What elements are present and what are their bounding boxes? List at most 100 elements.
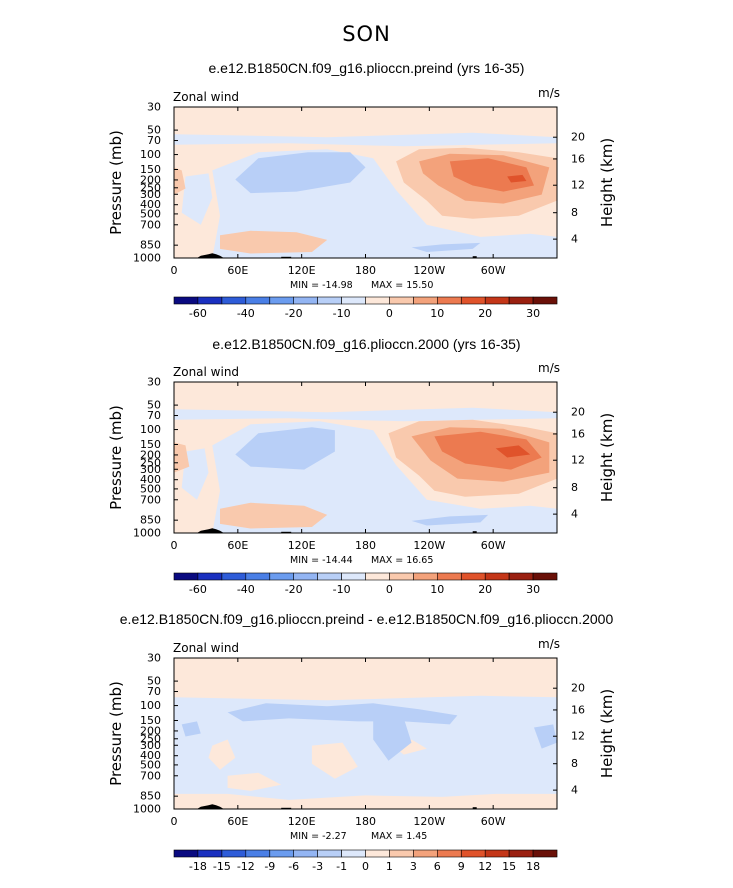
y-tick-label: 50 xyxy=(147,399,161,412)
units-label: m/s xyxy=(538,361,560,375)
y2-tick-label: 8 xyxy=(571,481,578,494)
x-tick-label: 120E xyxy=(288,539,316,552)
topography-mask xyxy=(472,807,477,810)
colorbar-label: 0 xyxy=(386,307,393,320)
y-tick-label: 500 xyxy=(140,758,161,771)
contour-jet-inner xyxy=(434,431,542,470)
y-tick-label: 100 xyxy=(140,423,161,436)
y2-tick-label: 12 xyxy=(571,179,585,192)
y2-tick-label: 20 xyxy=(571,406,585,419)
y2-tick-label: 16 xyxy=(571,152,585,165)
colorbar-label: -15 xyxy=(213,860,231,873)
colorbar-swatch xyxy=(460,572,486,581)
x-tick-label: 120E xyxy=(288,815,316,828)
y-tick-label: 700 xyxy=(140,218,161,231)
colorbar-swatch xyxy=(413,572,438,581)
colorbar-swatch xyxy=(436,296,462,305)
colorbar: -18 -15 -12 -9 -6 -3 -1 0 1 3 6 9 12 15 18 xyxy=(173,849,558,873)
contour-low-level-jet xyxy=(220,230,328,254)
y2-tick-label: 16 xyxy=(571,703,585,716)
contour-negative-band-upper xyxy=(174,407,557,422)
colorbar-swatch xyxy=(269,572,295,581)
colorbar-swatch xyxy=(532,296,558,305)
contour-negative-core xyxy=(235,152,366,194)
colorbar-label: -10 xyxy=(333,583,351,596)
colorbar-swatch xyxy=(317,296,342,305)
colorbar-label: -3 xyxy=(312,860,323,873)
colorbar-label: 1 xyxy=(386,860,393,873)
colorbar-swatch xyxy=(221,849,247,858)
contour-low-negative-cell xyxy=(411,514,489,526)
contour-jet-core xyxy=(495,445,531,458)
x-tick-label: 120W xyxy=(413,815,445,828)
topography-mask xyxy=(197,804,224,809)
colorbar-label: -40 xyxy=(237,583,255,596)
x-tick-label: 60E xyxy=(227,264,248,277)
min-value-text: MIN = -14.44 xyxy=(290,555,353,566)
y-tick-label: 200 xyxy=(140,173,161,186)
y2-tick-label: 4 xyxy=(571,508,578,521)
y-tick-label: 500 xyxy=(140,482,161,495)
y-tick-label: 30 xyxy=(147,101,161,114)
colorbar-swatch xyxy=(293,296,318,305)
min-value-text: MIN = -2.27 xyxy=(290,831,347,842)
y2-tick-label: 8 xyxy=(571,206,578,219)
colorbar-label: -60 xyxy=(189,583,207,596)
max-value-text: MAX = 1.45 xyxy=(371,831,427,842)
colorbar-swatch xyxy=(245,296,271,305)
colorbar-label: -1 xyxy=(336,860,347,873)
colorbar-swatch xyxy=(197,296,223,305)
y-tick-label: 200 xyxy=(140,724,161,737)
colorbar-label: -60 xyxy=(189,307,207,320)
contour-positive-cell-2 xyxy=(227,772,282,791)
y2-tick-label: 4 xyxy=(571,233,578,246)
contour-negative-west-cell xyxy=(181,448,209,500)
contour-negative-band-upper xyxy=(174,132,557,147)
colorbar-label: 30 xyxy=(526,307,540,320)
y-tick-label: 30 xyxy=(147,652,161,665)
colorbar-swatch xyxy=(245,849,271,858)
topography-mask xyxy=(197,253,224,258)
y-axis-title: Pressure (mb) xyxy=(107,681,125,786)
colorbar-label: -18 xyxy=(189,860,207,873)
x-tick-label: 180 xyxy=(355,539,376,552)
y-tick-label: 1000 xyxy=(133,252,161,265)
colorbar-swatch xyxy=(293,849,318,858)
y2-tick-label: 12 xyxy=(571,454,585,467)
colorbar-swatch xyxy=(436,572,462,581)
y2-tick-label: 12 xyxy=(571,730,585,743)
colorbar-label: 20 xyxy=(478,307,492,320)
contour-negative-east xyxy=(534,724,557,749)
contour-positive-cell-3 xyxy=(311,742,358,779)
colorbar-swatch xyxy=(413,849,438,858)
contour-negative-west-cell xyxy=(181,721,201,737)
colorbar-swatch xyxy=(484,849,510,858)
x-tick-label: 60E xyxy=(227,539,248,552)
y-axis-title: Pressure (mb) xyxy=(107,405,125,510)
y-tick-label: 400 xyxy=(140,749,161,762)
contour-negative-core xyxy=(373,718,412,761)
y-tick-label: 700 xyxy=(140,769,161,782)
colorbar-swatch xyxy=(389,849,414,858)
y2-tick-label: 20 xyxy=(571,682,585,695)
panel-1-title: e.e12.B1850CN.f09_g16.plioccn.preind (yr… xyxy=(208,60,525,76)
y-tick-label: 400 xyxy=(140,473,161,486)
x-tick-label: 60E xyxy=(227,815,248,828)
units-label: m/s xyxy=(538,86,560,100)
y-tick-label: 250 xyxy=(140,732,161,745)
y-tick-label: 300 xyxy=(140,739,161,752)
x-tick-label: 0 xyxy=(171,264,178,277)
y-tick-label: 70 xyxy=(147,685,161,698)
panel-2-title: e.e12.B1850CN.f09_g16.plioccn.2000 (yrs … xyxy=(212,336,521,352)
y-tick-label: 850 xyxy=(140,514,161,527)
x-tick-label: 0 xyxy=(171,815,178,828)
y-tick-label: 100 xyxy=(140,148,161,161)
colorbar-swatch xyxy=(221,572,247,581)
colorbar-label: 10 xyxy=(430,307,444,320)
colorbar-swatch xyxy=(269,296,295,305)
y-tick-label: 1000 xyxy=(133,527,161,540)
y-tick-label: 100 xyxy=(140,699,161,712)
colorbar-swatch xyxy=(221,296,247,305)
colorbar-swatch xyxy=(341,849,366,858)
